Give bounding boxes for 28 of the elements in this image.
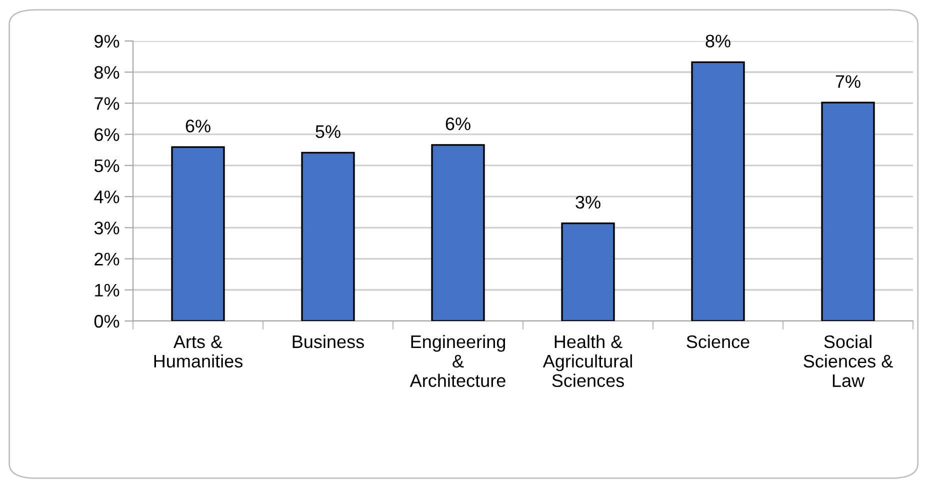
bar: [171, 146, 225, 321]
y-tick-label: 0%: [94, 314, 120, 328]
data-label: 6%: [446, 117, 470, 130]
y-tick-label: 2%: [94, 252, 120, 266]
y-tick-label: 6%: [94, 128, 120, 142]
x-tick-label: Health & Agricultural Sciences: [542, 334, 632, 388]
y-tick-label: 5%: [94, 159, 120, 172]
x-tick-label: Arts & Humanities: [154, 335, 243, 368]
bar: [301, 152, 355, 321]
data-label: 3%: [576, 196, 600, 209]
data-label: 5%: [316, 125, 340, 138]
x-tick-label: Social Sciences & Law: [804, 334, 893, 388]
bar: [431, 144, 485, 321]
bar: [691, 61, 745, 321]
bar: [561, 222, 615, 321]
y-tick-label: 8%: [94, 66, 120, 79]
y-tick-label: 9%: [94, 34, 120, 48]
y-tick-label: 3%: [94, 222, 120, 234]
x-tick-label: Business: [292, 334, 364, 348]
x-tick-label: Engineering & Architecture: [410, 334, 506, 388]
x-tick-label: Science: [686, 334, 750, 348]
data-label: 8%: [706, 34, 730, 48]
bar: [821, 102, 875, 321]
y-tick-label: 7%: [94, 97, 120, 110]
data-label: 6%: [186, 120, 210, 132]
y-tick-label: 1%: [95, 284, 120, 297]
data-label: 7%: [836, 75, 860, 88]
y-tick-label: 4%: [94, 190, 120, 204]
